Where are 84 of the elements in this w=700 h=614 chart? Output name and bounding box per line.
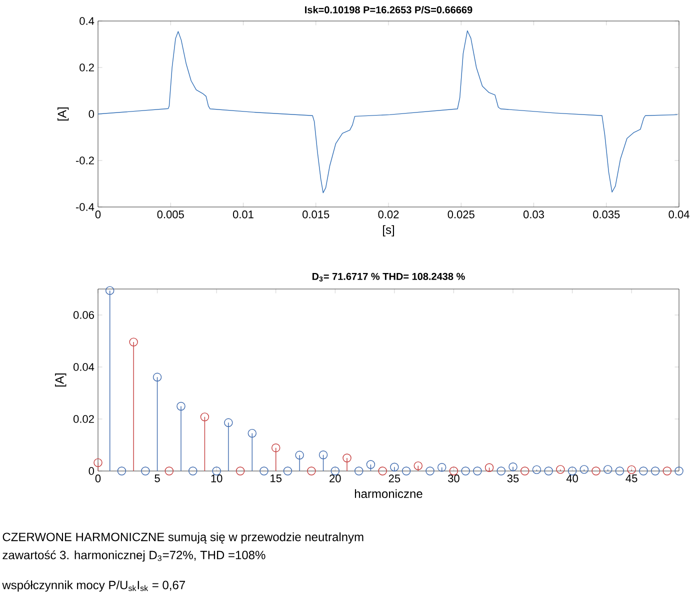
point: [283, 466, 292, 476]
text: współczynnik mocy P/U$_{sk}$I$_{sk}$ = 0,67: [2, 580, 185, 592]
point: [650, 466, 660, 476]
x-tick-label: 35: [507, 474, 519, 482]
point: [236, 466, 245, 476]
x-tick-label: 0.04: [668, 210, 690, 218]
y-tick-label: -0.4: [76, 203, 94, 211]
point: [188, 466, 198, 476]
point: [129, 338, 138, 346]
x-axis-title: harmoniczne: [354, 489, 422, 498]
point: [318, 450, 328, 460]
x-tick-label: 0.025: [448, 210, 474, 218]
y-axis-title: [A]: [57, 108, 69, 120]
point: [674, 466, 684, 476]
point: [508, 462, 518, 472]
point: [496, 466, 506, 476]
point: [580, 465, 588, 474]
point: [544, 466, 553, 476]
x-tick-label: 0.035: [593, 210, 620, 218]
point: [272, 444, 280, 452]
x-tick-label: 10: [211, 474, 222, 482]
point: [604, 465, 612, 474]
x-tick-label: 5: [154, 474, 160, 482]
point: [627, 465, 636, 474]
x-tick-label: 45: [626, 474, 638, 482]
x-tick-label: 20: [330, 474, 341, 482]
point: [354, 466, 364, 476]
x-axis-title: [s]: [383, 225, 394, 236]
y-tick-label: -0.2: [76, 156, 94, 164]
point: [342, 454, 352, 462]
y-tick-label: 0.06: [73, 311, 94, 319]
point: [164, 466, 174, 476]
point: [248, 428, 256, 438]
x-tick-label: 0.01: [232, 210, 254, 218]
line-series: [98, 30, 678, 194]
x-tick-label: 30: [448, 474, 460, 482]
y-tick-label: 0.04: [73, 363, 94, 371]
point: [366, 460, 376, 469]
point: [224, 418, 233, 427]
point: [117, 466, 126, 476]
point: [414, 461, 422, 470]
text: CZERWONE HARMONICZNE sumują się w przewodzie neutralnym: [2, 532, 364, 544]
x-tick-label: 0.02: [378, 210, 399, 218]
chart-title: D$_{3}$= 71.6717 % THD= 108.2438 %: [312, 272, 465, 282]
point: [461, 466, 470, 476]
text: zawartość 3. harmonicznej D$_{3}$=72%, THD =108%: [2, 550, 266, 562]
point: [295, 450, 304, 460]
y-tick-label: 0: [88, 467, 94, 475]
x-tick-label: 0: [95, 210, 101, 218]
point: [141, 466, 150, 476]
point: [615, 466, 624, 476]
y-tick-label: 0: [88, 110, 94, 118]
x-tick-label: 25: [388, 474, 400, 482]
point: [390, 462, 399, 472]
x-tick-label: 0.03: [523, 210, 544, 218]
y-tick-label: 0.4: [80, 17, 94, 25]
x-tick-label: 0: [95, 474, 101, 482]
x-tick-label: 40: [566, 474, 578, 482]
point: [106, 286, 114, 295]
point: [556, 465, 565, 474]
point: [532, 465, 542, 474]
chart-title: Isk=0.10198 P=16.2653 P/S=0.66669: [305, 6, 472, 14]
x-tick-label: 0.015: [302, 210, 330, 218]
point: [152, 372, 162, 382]
point: [402, 466, 411, 476]
point: [260, 466, 268, 476]
point: [94, 458, 102, 468]
point: [639, 466, 648, 476]
y-axis-title: [A]: [55, 374, 66, 386]
point: [426, 466, 434, 476]
point: [592, 466, 600, 476]
y-tick-label: 0.02: [73, 415, 94, 423]
point: [484, 463, 494, 472]
x-tick-label: 0.005: [157, 210, 184, 218]
point: [438, 463, 446, 472]
point: [520, 466, 530, 476]
point: [662, 466, 672, 476]
point: [200, 412, 210, 422]
point: [176, 402, 186, 411]
x-tick-label: 15: [270, 474, 282, 482]
point: [378, 466, 387, 476]
point: [473, 466, 482, 476]
point: [307, 466, 316, 476]
y-tick-label: 0.2: [80, 64, 94, 72]
